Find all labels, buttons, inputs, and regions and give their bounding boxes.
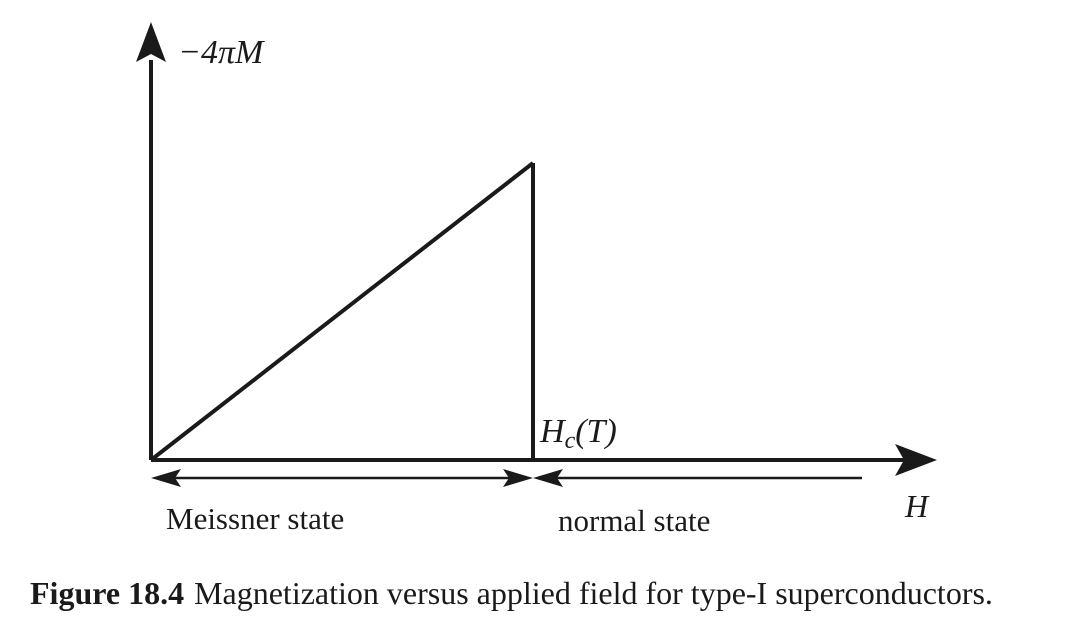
normal-state-label: normal state	[558, 503, 711, 538]
meissner-span-right-arrowhead	[503, 469, 533, 487]
x-axis-arrowhead	[895, 444, 937, 476]
normal-span-left-arrowhead	[533, 469, 563, 487]
caption-number: Figure 18.4	[30, 575, 185, 611]
y-axis-arrowhead	[136, 22, 166, 62]
meissner-state-label: Meissner state	[166, 501, 345, 536]
meissner-span-left-arrowhead	[151, 469, 181, 487]
x-axis-label: H	[905, 488, 929, 524]
meissner-magnetization-line	[149, 161, 535, 462]
critical-field-symbol: H	[540, 413, 565, 450]
critical-field-argument: (T)	[575, 413, 617, 450]
critical-field-label: Hc(T)	[540, 413, 617, 454]
critical-field-subscript: c	[564, 428, 576, 454]
caption-text: Magnetization versus applied field for t…	[194, 575, 993, 611]
figure-caption: Figure 18.4 Magnetization versus applied …	[30, 577, 993, 609]
y-axis-label: −4πM	[178, 34, 264, 71]
